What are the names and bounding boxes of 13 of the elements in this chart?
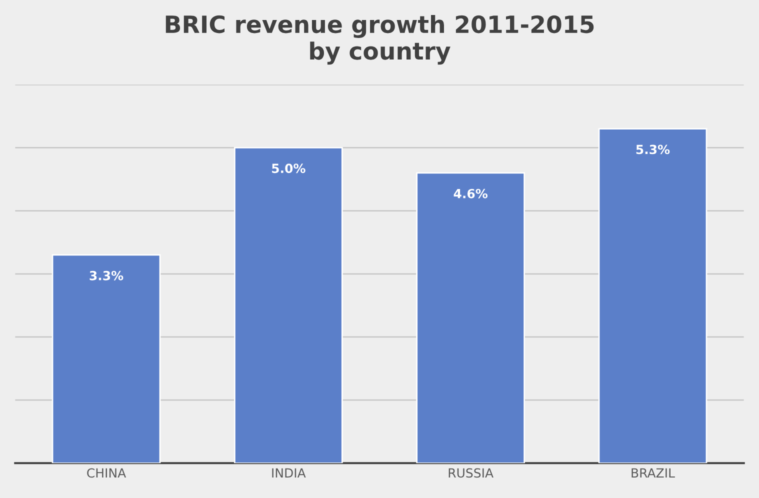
data-label: 4.6% (454, 188, 488, 198)
bar (234, 147, 343, 464)
x-tick-label: BRAZIL (632, 468, 675, 478)
data-label: 5.0% (272, 164, 306, 174)
x-tick-label: RUSSIA (448, 468, 494, 478)
bar (416, 172, 526, 464)
data-label: 3.3% (90, 270, 124, 280)
data-label: 5.3% (636, 144, 670, 154)
chart-title: BRIC revenue growth 2011-2015 by country (166, 14, 594, 65)
x-tick-label: INDIA (272, 468, 306, 478)
bar (52, 254, 161, 464)
bar (598, 128, 708, 464)
x-tick-label: CHINA (87, 468, 126, 478)
